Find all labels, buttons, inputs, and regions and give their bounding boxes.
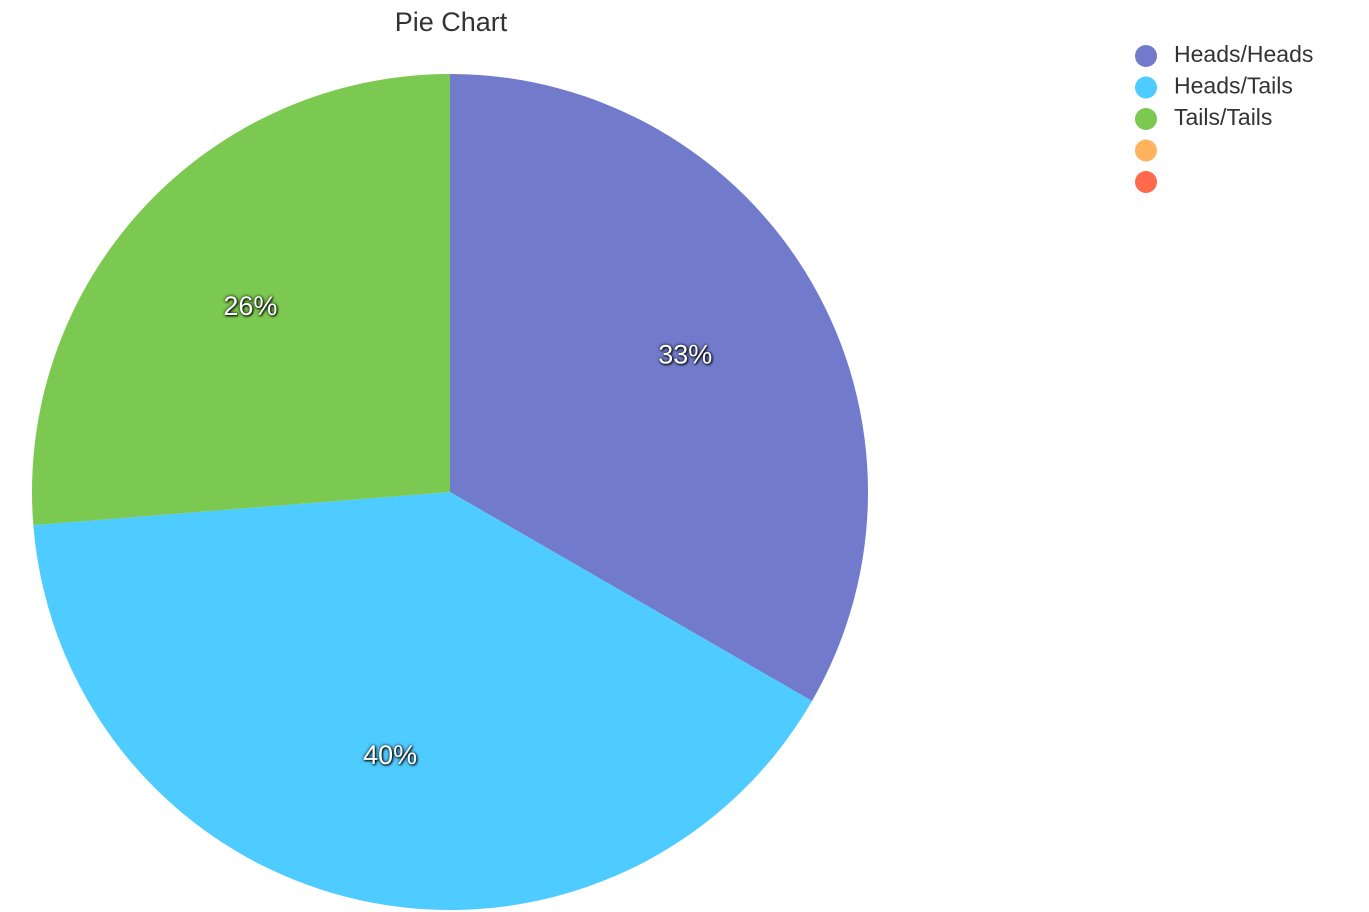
legend-marker xyxy=(1135,171,1157,193)
legend-marker xyxy=(1135,45,1157,67)
slice-label: 26% xyxy=(223,291,277,321)
legend-label: Heads/Tails xyxy=(1174,73,1293,99)
legend-marker xyxy=(1135,76,1157,99)
slice-label: 40% xyxy=(363,740,417,770)
legend-marker xyxy=(1135,108,1157,130)
pie-slice xyxy=(32,74,451,526)
legend-marker xyxy=(1135,139,1157,162)
legend-label: Heads/Heads xyxy=(1174,41,1313,67)
slice-label: 33% xyxy=(658,339,712,369)
chart-title: Pie Chart xyxy=(395,7,508,37)
pie-slice xyxy=(33,492,812,910)
legend-label: Tails/Tails xyxy=(1174,104,1272,130)
pie-slice xyxy=(450,74,868,701)
